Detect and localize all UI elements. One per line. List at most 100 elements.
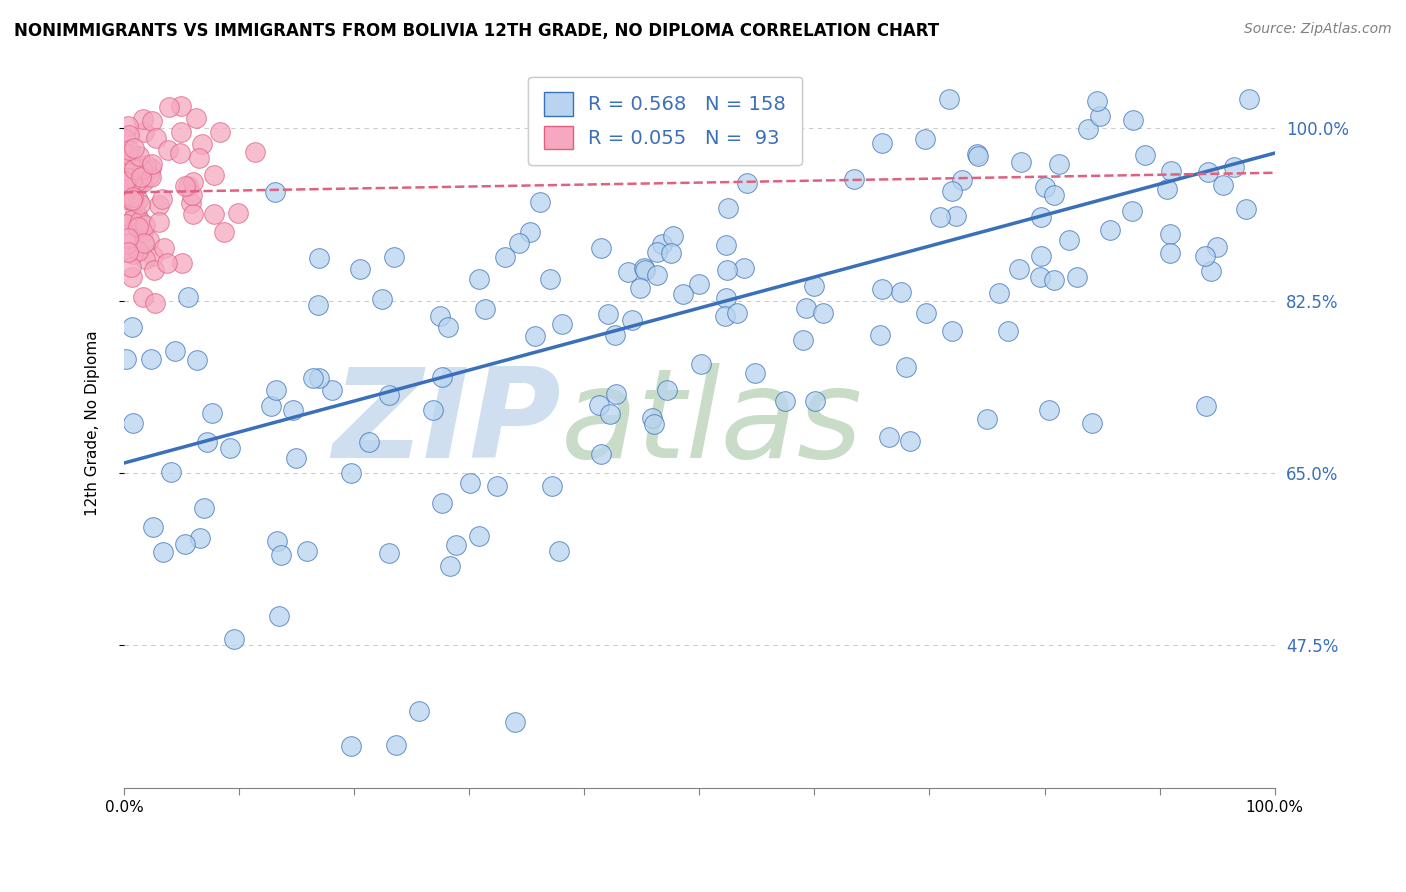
Point (124, 141, 146, 155)
Point (117, 230, 139, 244)
Point (115, 237, 138, 252)
Point (340, 739, 363, 753)
Point (714, 309, 737, 323)
Point (1159, 245, 1181, 260)
Point (260, 399, 283, 413)
Point (929, 211, 952, 225)
Point (150, 192, 173, 206)
Point (645, 268, 668, 282)
Y-axis label: 12th Grade, No Diploma: 12th Grade, No Diploma (86, 331, 100, 516)
Point (1195, 399, 1218, 413)
Point (117, 119, 139, 133)
Point (1057, 233, 1080, 247)
Point (519, 225, 541, 239)
Point (794, 301, 817, 315)
Point (458, 475, 481, 490)
Point (120, 175, 142, 189)
Point (117, 245, 139, 260)
Point (529, 195, 551, 210)
Point (651, 237, 673, 252)
Point (195, 434, 218, 449)
Point (132, 235, 155, 250)
Point (112, 145, 135, 160)
Point (121, 213, 143, 227)
Point (122, 246, 145, 260)
Point (118, 128, 141, 143)
Legend: R = 0.568   N = 158, R = 0.055   N =  93: R = 0.568 N = 158, R = 0.055 N = 93 (529, 77, 801, 165)
Point (129, 214, 152, 228)
Point (127, 178, 149, 192)
Point (193, 501, 215, 516)
Point (508, 236, 530, 251)
Point (733, 260, 755, 275)
Point (486, 479, 509, 493)
Point (177, 179, 200, 194)
Point (641, 411, 664, 425)
Point (141, 157, 163, 171)
Point (172, 256, 194, 270)
Point (112, 186, 135, 201)
Point (157, 100, 180, 114)
Point (505, 714, 527, 729)
Point (117, 157, 139, 171)
Point (444, 538, 467, 552)
Text: NONIMMIGRANTS VS IMMIGRANTS FROM BOLIVIA 12TH GRADE, NO DIPLOMA CORRELATION CHAR: NONIMMIGRANTS VS IMMIGRANTS FROM BOLIVIA… (14, 22, 939, 40)
Point (141, 114, 163, 128)
Point (127, 174, 149, 188)
Point (134, 252, 156, 266)
Point (180, 195, 202, 210)
Point (201, 406, 224, 420)
Point (1122, 113, 1144, 128)
Point (1201, 264, 1223, 278)
Point (378, 388, 401, 402)
Point (138, 234, 160, 248)
Point (117, 188, 139, 202)
Point (408, 704, 430, 718)
Point (430, 369, 453, 384)
Point (950, 173, 973, 187)
Point (657, 383, 679, 397)
Point (1033, 179, 1056, 194)
Point (633, 260, 655, 275)
Point (966, 149, 988, 163)
Point (735, 177, 758, 191)
Point (266, 534, 288, 549)
Point (1010, 155, 1032, 169)
Point (717, 201, 740, 215)
Point (156, 143, 179, 157)
Point (118, 143, 141, 157)
Point (1077, 121, 1099, 136)
Point (870, 282, 893, 296)
Point (131, 112, 153, 126)
Point (121, 270, 143, 285)
Point (672, 286, 695, 301)
Point (1081, 416, 1104, 430)
Point (112, 159, 135, 173)
Point (170, 125, 193, 139)
Point (523, 329, 546, 343)
Point (385, 738, 408, 752)
Point (894, 359, 917, 374)
Point (115, 172, 138, 186)
Point (914, 132, 936, 146)
Point (494, 250, 516, 264)
Point (869, 327, 891, 342)
Point (152, 545, 174, 559)
Point (135, 158, 157, 172)
Point (714, 237, 737, 252)
Point (1223, 160, 1246, 174)
Point (621, 313, 644, 327)
Point (181, 207, 204, 221)
Point (716, 262, 738, 277)
Text: ZIP: ZIP (332, 363, 561, 484)
Point (422, 403, 444, 417)
Point (128, 149, 150, 163)
Point (591, 241, 613, 255)
Point (125, 208, 148, 222)
Point (429, 309, 451, 323)
Point (114, 175, 136, 189)
Point (202, 169, 225, 183)
Point (125, 176, 148, 190)
Point (321, 383, 343, 397)
Point (142, 520, 165, 534)
